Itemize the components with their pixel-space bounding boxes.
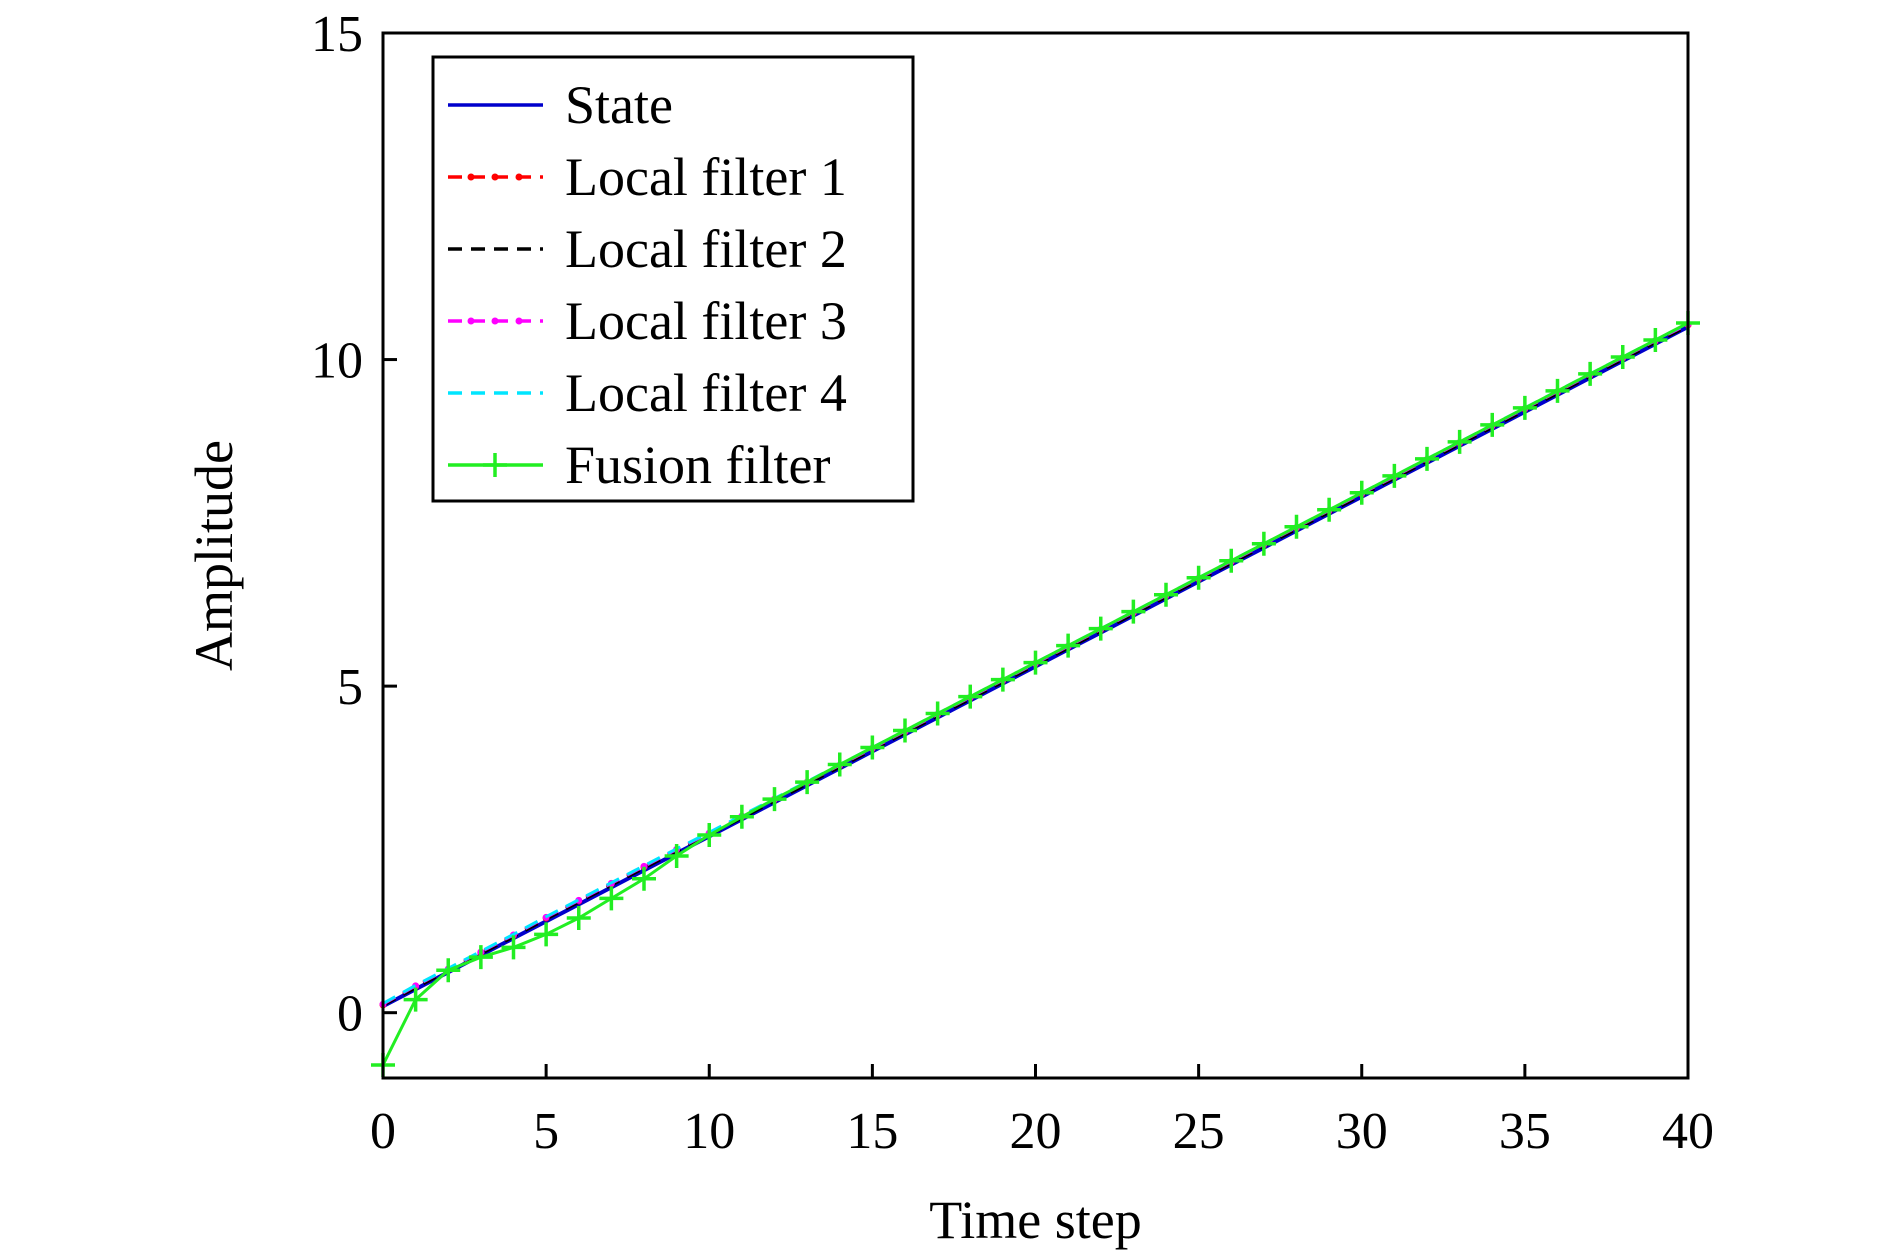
data-point xyxy=(1251,531,1276,556)
x-tick-label: 20 xyxy=(1010,1103,1062,1160)
legend-label: Fusion filter xyxy=(565,435,831,495)
data-point xyxy=(664,843,689,868)
data-point xyxy=(632,866,656,891)
y-tick-label: 15 xyxy=(311,6,363,63)
data-point xyxy=(1284,514,1309,539)
data-point xyxy=(566,905,591,930)
legend-label: Local filter 1 xyxy=(565,147,847,207)
data-point xyxy=(1056,633,1081,658)
legend-marker xyxy=(515,173,523,181)
data-point xyxy=(501,935,526,960)
data-point xyxy=(1643,327,1668,352)
data-point xyxy=(1121,599,1146,624)
legend-marker xyxy=(467,173,475,181)
series-line xyxy=(383,324,1688,1007)
y-tick-label: 10 xyxy=(311,333,363,390)
data-point xyxy=(1512,395,1537,420)
data-point xyxy=(958,684,983,709)
data-point xyxy=(697,823,722,848)
legend-item: Local filter 3 xyxy=(448,291,847,351)
series-fusion-filter xyxy=(371,310,1700,1077)
legend-item: Local filter 4 xyxy=(448,363,847,423)
legend-box xyxy=(431,55,915,503)
data-point xyxy=(1578,361,1603,386)
x-tick-label: 40 xyxy=(1662,1103,1714,1160)
legend: State Local filter 1 Local filter 2 Local f… xyxy=(431,55,915,503)
data-point xyxy=(1088,616,1113,641)
legend-item: Fusion filter xyxy=(448,435,831,495)
x-tick-label: 35 xyxy=(1499,1103,1551,1160)
data-point xyxy=(893,718,917,743)
data-point xyxy=(729,804,754,829)
ticks-layer: 0 5 10 15 20 25 30 35 40 0 5 10 15 xyxy=(311,6,1714,1160)
data-point xyxy=(1186,565,1211,590)
data-point xyxy=(1317,497,1342,522)
data-point xyxy=(925,701,950,726)
legend-marker xyxy=(491,317,499,325)
legend-label: Local filter 3 xyxy=(565,291,847,351)
data-point xyxy=(468,945,493,970)
legend-label: Local filter 2 xyxy=(565,219,847,279)
data-point xyxy=(1545,378,1570,403)
legend-item: Local filter 1 xyxy=(448,147,847,207)
series-local-filter-2 xyxy=(383,324,1688,1007)
x-tick-label: 10 xyxy=(683,1103,735,1160)
data-point xyxy=(403,987,428,1012)
data-point xyxy=(1610,344,1635,369)
y-tick-label: 5 xyxy=(337,659,363,716)
data-point xyxy=(795,770,820,795)
legend-marker xyxy=(491,173,499,181)
data-point xyxy=(1480,412,1505,437)
data-point xyxy=(1382,463,1407,488)
x-tick-label: 5 xyxy=(533,1103,559,1160)
data-point xyxy=(860,735,885,760)
legend-label: Local filter 4 xyxy=(565,363,847,423)
y-tick-label: 0 xyxy=(337,986,363,1043)
legend-marker xyxy=(467,317,475,325)
x-axis-label: Time step xyxy=(929,1190,1142,1250)
legend-item: Local filter 2 xyxy=(448,219,847,279)
data-point xyxy=(1447,429,1472,454)
data-point xyxy=(1415,446,1439,471)
data-point xyxy=(534,922,559,947)
legend-marker xyxy=(515,317,523,325)
data-point xyxy=(436,958,461,983)
legend-item: State xyxy=(448,75,673,135)
data-point xyxy=(1349,480,1374,505)
data-point xyxy=(827,752,852,777)
y-axis-label: Amplitude xyxy=(184,440,244,671)
x-tick-label: 0 xyxy=(370,1103,396,1160)
legend-marker xyxy=(483,453,507,477)
data-point xyxy=(762,787,787,812)
legend-label: State xyxy=(565,75,673,135)
x-tick-label: 25 xyxy=(1173,1103,1225,1160)
x-tick-label: 30 xyxy=(1336,1103,1388,1160)
data-point xyxy=(599,886,624,911)
data-point xyxy=(1154,582,1178,607)
data-point xyxy=(1023,650,1048,675)
data-point xyxy=(990,667,1015,692)
x-tick-label: 15 xyxy=(846,1103,898,1160)
data-point xyxy=(1219,548,1244,573)
